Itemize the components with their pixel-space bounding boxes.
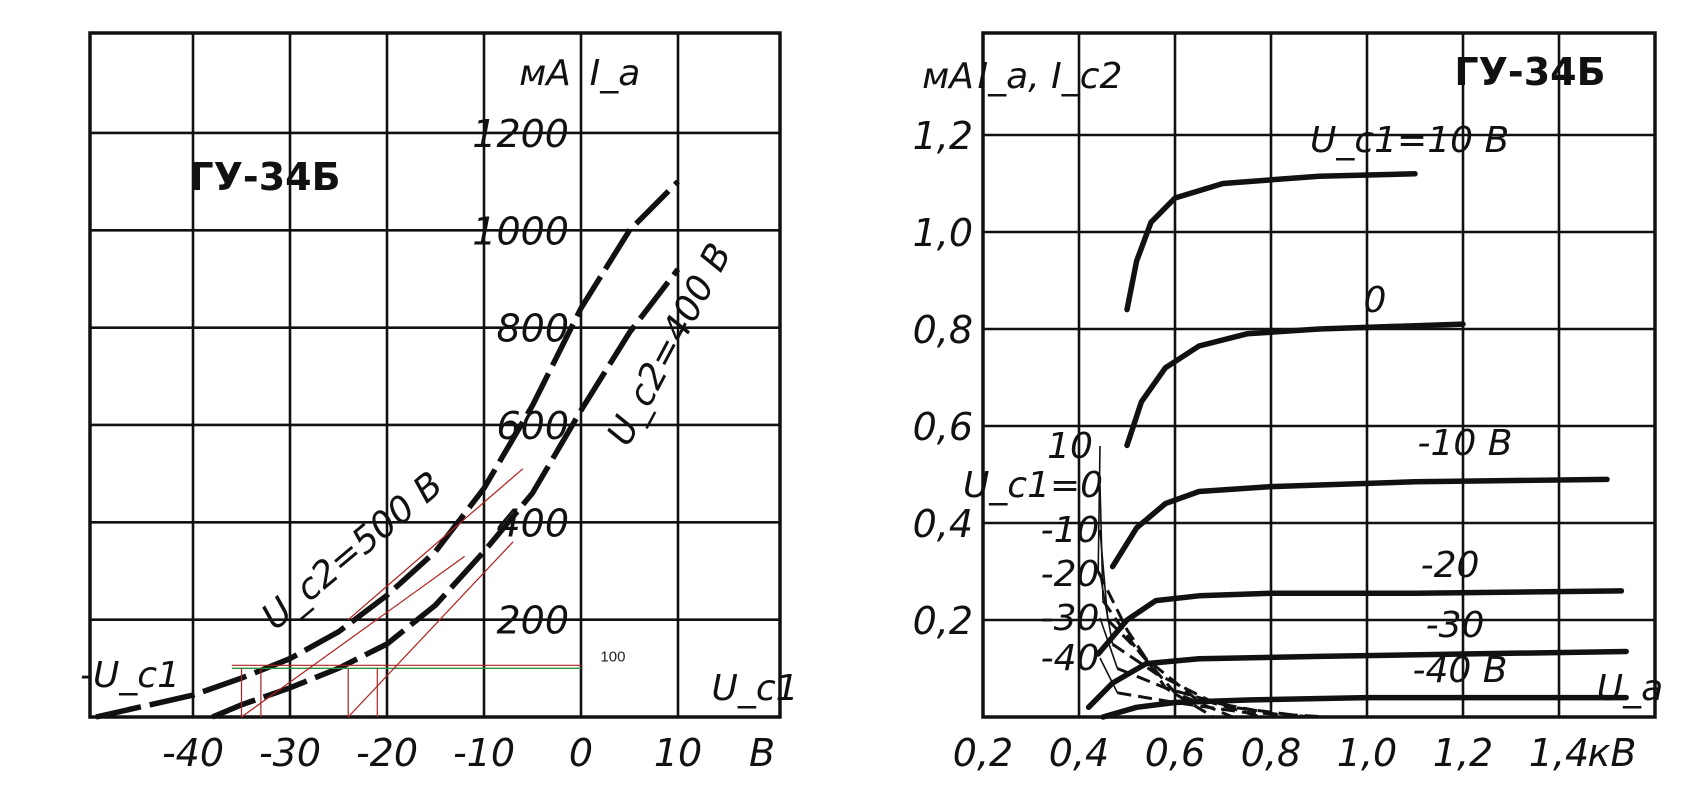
right-screen-leader-line: [1099, 657, 1119, 694]
right-series-line-2: [1109, 476, 1610, 570]
left-x-axis-label: U_c1: [711, 668, 798, 709]
right-series-label-3: -20: [1421, 545, 1480, 586]
left-y-tick-label: 800: [496, 307, 569, 351]
right-y-tick-label: 1,2: [913, 114, 973, 158]
left-chart-title: ГУ-34Б: [189, 155, 340, 199]
left-neg-axis-label: -U_c1: [80, 655, 180, 696]
right-screen-series-tick-label-3: -20: [1041, 554, 1100, 595]
right-screen-series-line-0: [1096, 570, 1215, 719]
right-screen-series-line-4: [1116, 667, 1310, 719]
left-series-line-uc2-500: [95, 179, 680, 720]
right-screen-leader-line: [1099, 617, 1119, 669]
right-y-tick-label: 0,6: [913, 405, 973, 449]
right-series-line-0: [1124, 171, 1418, 313]
left-series-label-uc2-500: U_c2=500 В: [254, 464, 450, 638]
right-x-tick-label: 0,6: [1145, 731, 1205, 775]
right-series-line-1: [1124, 321, 1466, 449]
right-y-unit-label: мА: [922, 56, 974, 97]
left-x-unit-label: В: [749, 731, 775, 775]
right-screen-series-line-5: [1117, 691, 1329, 719]
left-x-tick-label: -20: [356, 731, 418, 775]
left-y-tick-label: 600: [496, 404, 569, 448]
left-y-tick-label: 200: [496, 599, 569, 643]
left-x-tick-label: -40: [162, 731, 224, 775]
left-y-tick-label: 1000: [472, 209, 569, 253]
right-series-label-2: -10 В: [1418, 423, 1513, 464]
right-screen-series-tick-label-0: 10: [1047, 426, 1093, 467]
right-screen-series-line-3: [1111, 643, 1291, 719]
right-x-tick-label: 1,0: [1337, 731, 1397, 775]
right-screen-series-line-1: [1101, 599, 1234, 719]
right-y-tick-label: 1,0: [913, 211, 973, 255]
left-x-tick-label: -10: [453, 731, 515, 775]
left-x-tick-label: 10: [654, 731, 702, 775]
right-series-label-1: 0: [1364, 280, 1387, 321]
left-x-tick-label: -30: [259, 731, 321, 775]
right-x-tick-label: 1,4: [1529, 731, 1589, 775]
right-x-tick-label: 1,2: [1433, 731, 1493, 775]
right-plot-frame: [981, 31, 1657, 719]
left-plot-frame: [88, 31, 782, 719]
right-series-line-5: [1100, 694, 1629, 720]
right-screen-series-tick-label-2: -10: [1041, 510, 1100, 551]
left-y-tick-label: 1200: [472, 112, 569, 156]
right-screen-leader-line: [1099, 529, 1109, 621]
right-screen-leader-line: [1099, 573, 1114, 645]
right-y-tick-label: 0,2: [913, 599, 973, 643]
right-x-axis-label: U_a: [1597, 668, 1663, 709]
left-x-tick-label: 0: [569, 731, 593, 775]
right-x-tick-label: 0,8: [1241, 731, 1301, 775]
right-screen-series-label: U_c1=0: [963, 465, 1103, 506]
right-screen-series-tick-label-4: -30: [1041, 598, 1100, 639]
right-y-tick-label: 0,8: [913, 308, 973, 352]
right-screen-series-tick-label-5: -40: [1041, 638, 1100, 679]
left-annotation-tangent: [347, 541, 514, 718]
right-chart-title: ГУ-34Б: [1454, 50, 1605, 94]
right-y-tick-label: 0,4: [913, 502, 973, 546]
right-screen-leader-line: [1097, 445, 1101, 572]
left-y-unit-label: мА: [519, 53, 571, 94]
left-annotation-tangent: [241, 555, 465, 718]
right-x-tick-label: 0,2: [953, 731, 1013, 775]
chart-right-anode-characteristic: 0,2 0,4 0,6 0,8 1,0 1,2 1,4кВ 0,2 0,4 0,6 0,8 1,0 1,…: [913, 31, 1663, 775]
right-series-label-4: -30: [1426, 605, 1485, 646]
right-series-label-5: -40 В: [1413, 650, 1508, 691]
right-series-line-3: [1095, 588, 1625, 657]
left-annotation-label: 100: [600, 648, 625, 665]
left-y-axis-label: I_a: [590, 53, 641, 94]
left-annotation-tangent: [347, 468, 524, 621]
right-x-unit-label: кВ: [1587, 731, 1636, 775]
right-y-axis-label: I_a, I_c2: [978, 56, 1123, 97]
right-x-tick-label: 0,4: [1049, 731, 1109, 775]
right-series-label-0: U_c1=10 В: [1310, 120, 1509, 161]
